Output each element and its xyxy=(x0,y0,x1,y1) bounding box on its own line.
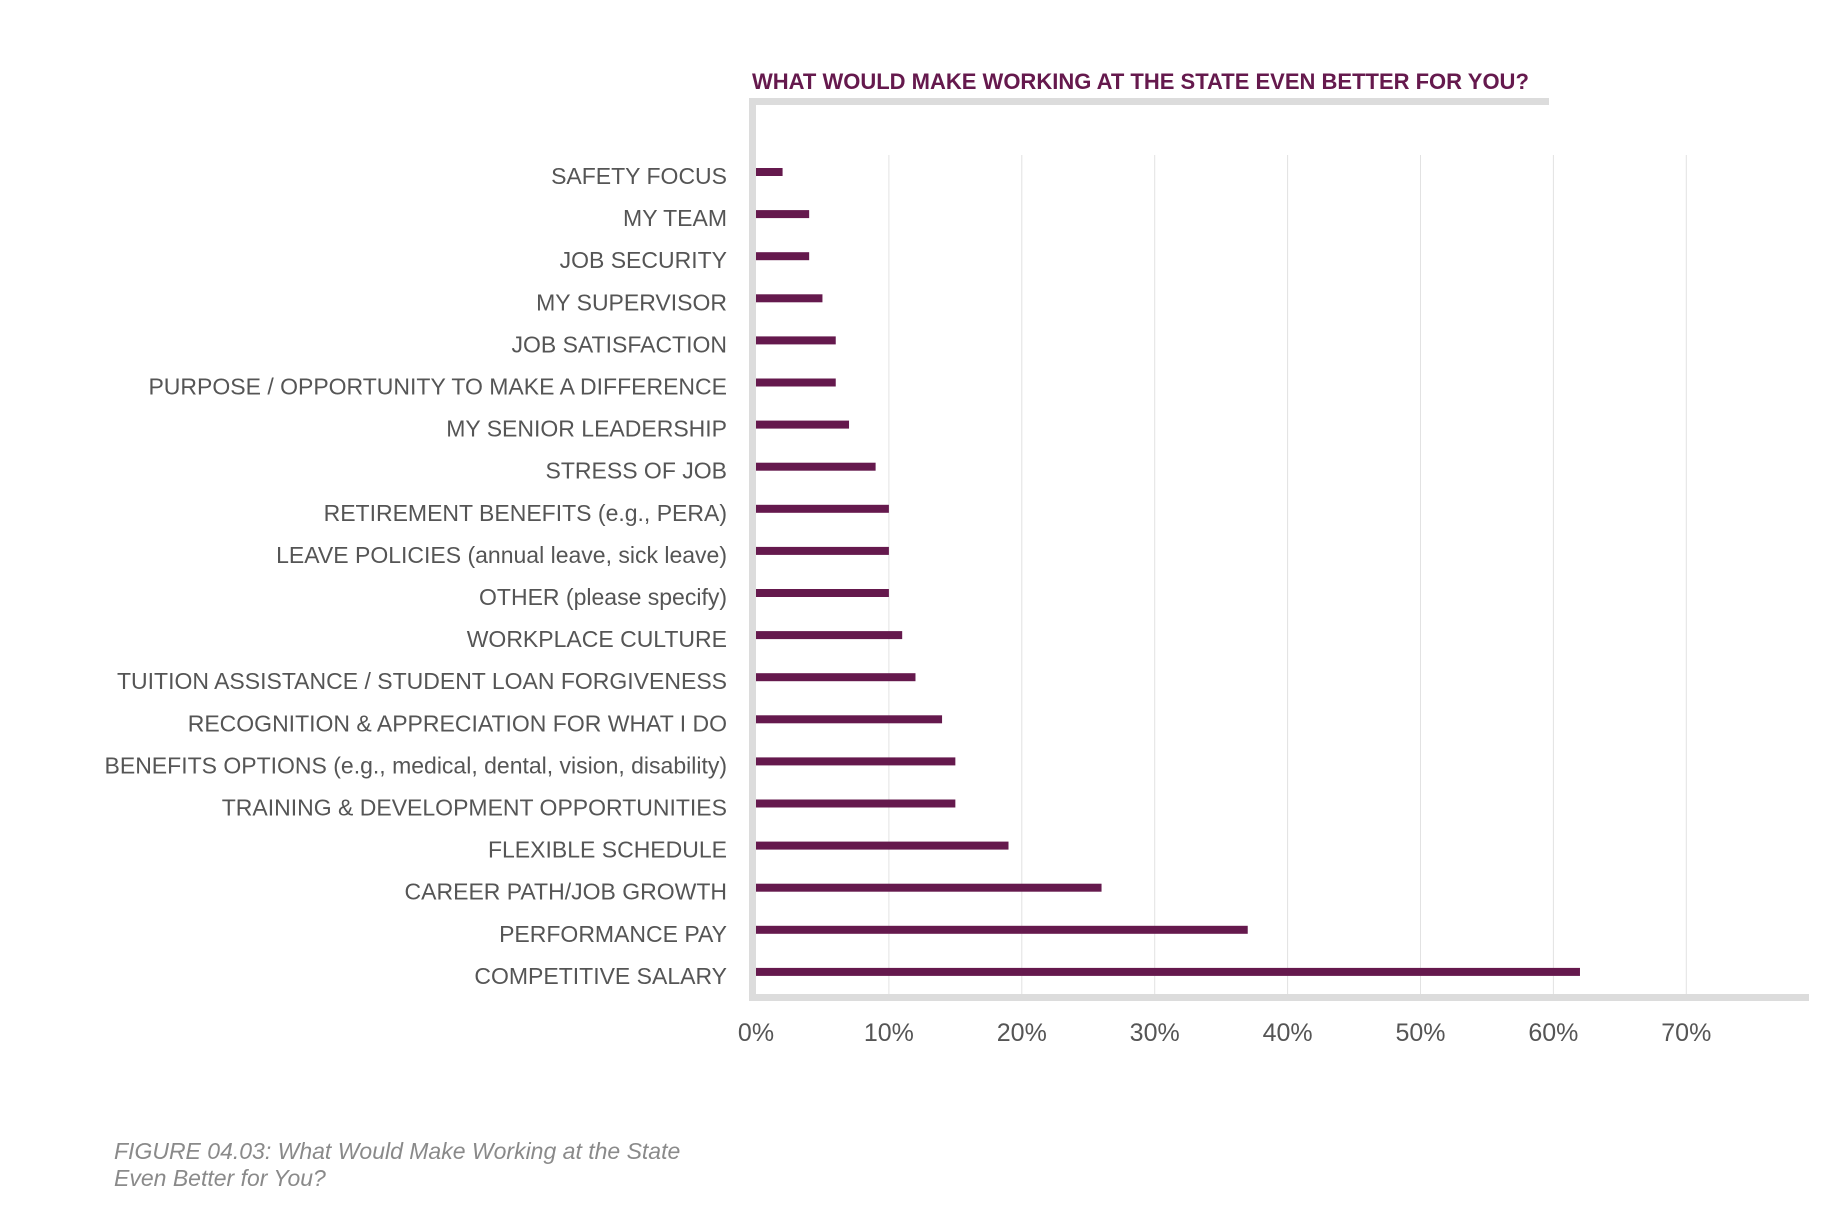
x-tick-label: 70% xyxy=(1661,1019,1711,1047)
x-tick-labels: 0% 10% 20% 30% 40% 50% 60% 70% xyxy=(738,1019,1711,1047)
category-label: OTHER (please specify) xyxy=(479,584,727,610)
category-label: PURPOSE / OPPORTUNITY TO MAKE A DIFFEREN… xyxy=(148,374,727,400)
x-tick-label: 20% xyxy=(997,1019,1047,1047)
bar xyxy=(756,168,783,176)
bar xyxy=(756,504,889,513)
x-tick-label: 40% xyxy=(1263,1019,1313,1047)
bar xyxy=(756,799,956,808)
bars xyxy=(756,168,1580,976)
category-label: TUITION ASSISTANCE / STUDENT LOAN FORGIV… xyxy=(117,668,727,694)
bar xyxy=(756,673,916,682)
bar xyxy=(756,757,956,766)
category-label: JOB SECURITY xyxy=(560,247,727,273)
gridlines xyxy=(888,155,1687,995)
figure-caption: FIGURE 04.03: What Would Make Working at… xyxy=(114,1138,734,1192)
x-tick-label: 50% xyxy=(1395,1019,1445,1047)
chart-title: WHAT WOULD MAKE WORKING AT THE STATE EVE… xyxy=(752,69,1529,94)
category-label: LEAVE POLICIES (annual leave, sick leave… xyxy=(276,542,727,568)
bar xyxy=(756,420,850,429)
bar xyxy=(756,715,943,724)
category-label: SAFETY FOCUS xyxy=(551,163,727,189)
category-labels: SAFETY FOCUS MY TEAM JOB SECURITY MY SUPERV… xyxy=(105,163,727,989)
x-tick-label: 0% xyxy=(738,1019,774,1047)
bar xyxy=(756,589,889,597)
category-label: STRESS OF JOB xyxy=(546,458,727,484)
category-label: MY TEAM xyxy=(623,205,727,231)
category-label: JOB SATISFACTION xyxy=(511,331,727,357)
category-label: FLEXIBLE SCHEDULE xyxy=(488,837,727,863)
bar xyxy=(756,210,810,219)
x-tick-label: 10% xyxy=(864,1019,914,1047)
caption-line-2: Even Better for You? xyxy=(114,1165,326,1191)
bar xyxy=(756,378,836,387)
bar xyxy=(756,252,810,261)
bar xyxy=(756,925,1248,934)
left-axis-bar xyxy=(749,98,756,1001)
bottom-axis-bar xyxy=(749,994,1809,1001)
category-label: RECOGNITION & APPRECIATION FOR WHAT I DO xyxy=(188,710,727,736)
caption-line-1: FIGURE 04.03: What Would Make Working at… xyxy=(114,1138,681,1164)
category-label: PERFORMANCE PAY xyxy=(499,921,727,947)
category-label: WORKPLACE CULTURE xyxy=(467,626,727,652)
bar xyxy=(756,546,889,555)
bar xyxy=(756,294,823,303)
x-tick-label: 60% xyxy=(1528,1019,1578,1047)
bar xyxy=(756,336,836,345)
top-axis-bar xyxy=(749,98,1549,105)
bar xyxy=(756,631,903,640)
bar xyxy=(756,841,1009,850)
bar xyxy=(756,883,1102,892)
bar xyxy=(756,967,1580,976)
category-label: MY SUPERVISOR xyxy=(536,289,727,315)
category-label: COMPETITIVE SALARY xyxy=(474,963,727,989)
category-label: MY SENIOR LEADERSHIP xyxy=(446,416,727,442)
category-label: CAREER PATH/JOB GROWTH xyxy=(405,879,727,905)
category-label: RETIREMENT BENEFITS (e.g., PERA) xyxy=(324,500,727,526)
bar xyxy=(756,462,876,471)
category-label: TRAINING & DEVELOPMENT OPPORTUNITIES xyxy=(222,795,727,821)
x-tick-label: 30% xyxy=(1130,1019,1180,1047)
category-label: BENEFITS OPTIONS (e.g., medical, dental,… xyxy=(105,752,727,778)
